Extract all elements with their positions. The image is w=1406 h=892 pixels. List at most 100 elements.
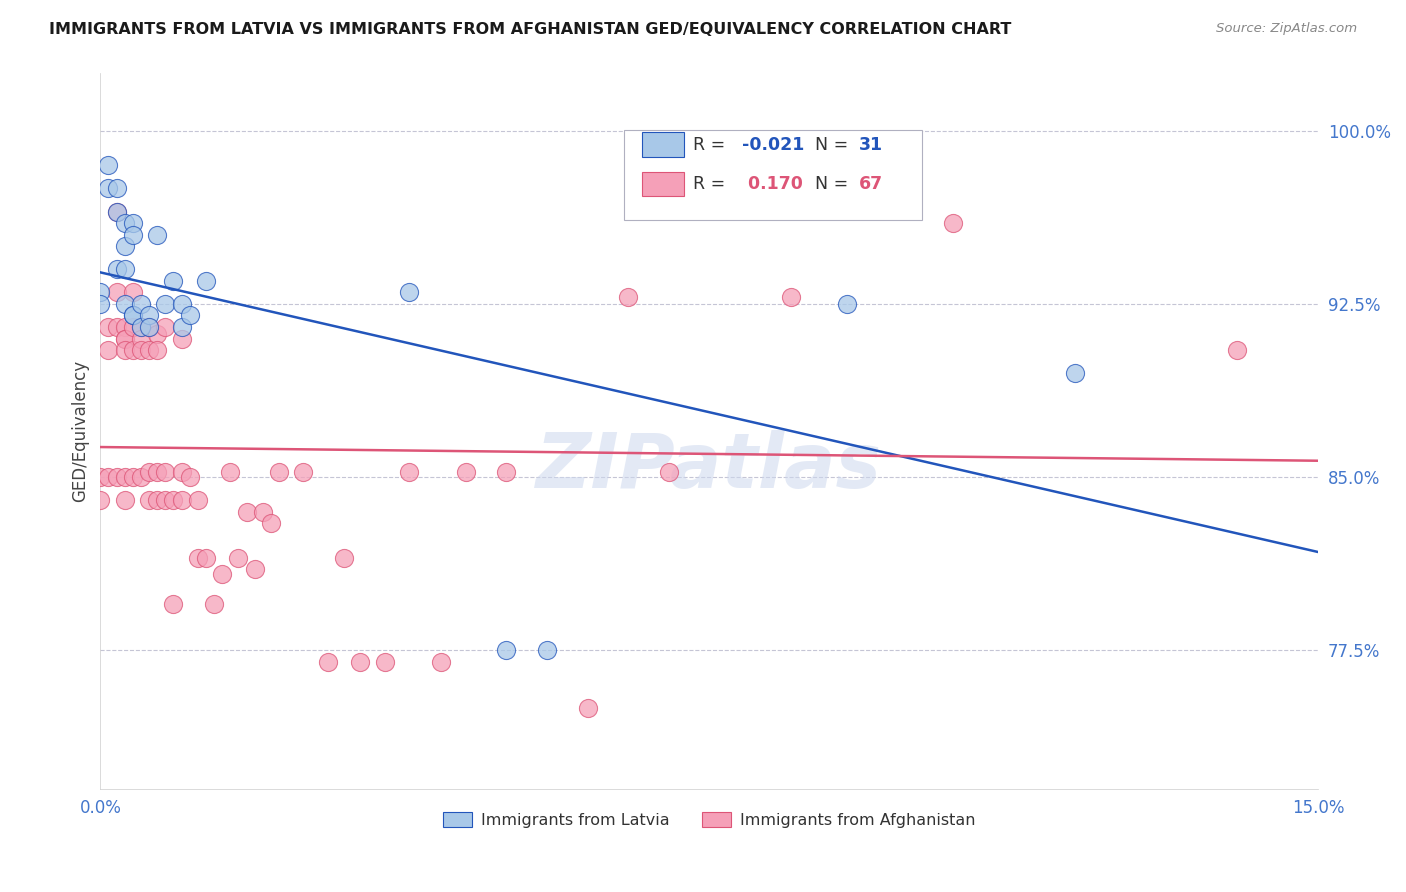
Point <box>349 655 371 669</box>
Point <box>121 320 143 334</box>
Point <box>155 493 177 508</box>
Point <box>162 274 184 288</box>
Point <box>146 493 169 508</box>
Point <box>219 466 242 480</box>
Point <box>495 643 517 657</box>
Point <box>316 655 339 669</box>
Point <box>155 466 177 480</box>
Point <box>97 320 120 334</box>
Point <box>211 567 233 582</box>
Point <box>837 297 859 311</box>
Point <box>97 343 120 357</box>
Point <box>129 470 152 484</box>
Point <box>146 326 169 341</box>
Point <box>202 597 225 611</box>
Point <box>121 309 143 323</box>
Point <box>114 262 136 277</box>
Point <box>170 466 193 480</box>
FancyBboxPatch shape <box>643 132 683 157</box>
Point <box>105 285 128 300</box>
Point <box>114 470 136 484</box>
Point <box>155 297 177 311</box>
Point <box>170 332 193 346</box>
Point <box>454 466 477 480</box>
Point <box>187 550 209 565</box>
Text: N =: N = <box>815 136 853 153</box>
Point <box>129 332 152 346</box>
Point <box>146 466 169 480</box>
Point <box>114 297 136 311</box>
Point <box>228 550 250 565</box>
Point <box>373 655 395 669</box>
Point <box>121 470 143 484</box>
Text: ZIPatlas: ZIPatlas <box>536 430 883 504</box>
Point <box>536 643 558 657</box>
Point <box>138 493 160 508</box>
Point <box>89 470 111 484</box>
Point <box>194 274 217 288</box>
Point <box>260 516 283 531</box>
FancyBboxPatch shape <box>624 130 922 219</box>
Point <box>105 470 128 484</box>
Point <box>235 505 257 519</box>
Point <box>398 466 420 480</box>
Point <box>1226 343 1249 357</box>
Point <box>97 158 120 172</box>
Point <box>162 597 184 611</box>
Point <box>138 309 160 323</box>
Point <box>292 466 315 480</box>
Point <box>121 343 143 357</box>
Point <box>114 216 136 230</box>
Point <box>121 285 143 300</box>
Point <box>89 493 111 508</box>
Point <box>89 297 111 311</box>
Point <box>252 505 274 519</box>
Point <box>138 466 160 480</box>
Point <box>105 204 128 219</box>
Point <box>194 550 217 565</box>
Point <box>105 204 128 219</box>
Point <box>114 320 136 334</box>
Point <box>179 309 201 323</box>
Point <box>617 290 640 304</box>
Legend: Immigrants from Latvia, Immigrants from Afghanistan: Immigrants from Latvia, Immigrants from … <box>436 805 981 835</box>
Point <box>333 550 356 565</box>
Point <box>138 320 160 334</box>
Point <box>430 655 453 669</box>
Point <box>170 320 193 334</box>
Point <box>155 320 177 334</box>
Point <box>187 493 209 508</box>
Point <box>179 470 201 484</box>
Text: R =: R = <box>693 136 731 153</box>
Text: IMMIGRANTS FROM LATVIA VS IMMIGRANTS FROM AFGHANISTAN GED/EQUIVALENCY CORRELATIO: IMMIGRANTS FROM LATVIA VS IMMIGRANTS FRO… <box>49 22 1011 37</box>
FancyBboxPatch shape <box>643 172 683 196</box>
Point <box>779 290 801 304</box>
Point <box>121 216 143 230</box>
Point <box>121 227 143 242</box>
Text: N =: N = <box>815 175 853 193</box>
Point <box>97 470 120 484</box>
Point <box>398 285 420 300</box>
Point <box>267 466 290 480</box>
Point <box>658 466 681 480</box>
Point <box>105 262 128 277</box>
Point <box>495 466 517 480</box>
Point <box>1063 366 1085 380</box>
Point <box>114 493 136 508</box>
Text: R =: R = <box>693 175 731 193</box>
Point <box>97 181 120 195</box>
Point <box>129 297 152 311</box>
Point <box>243 562 266 576</box>
Text: -0.021: -0.021 <box>742 136 804 153</box>
Text: 67: 67 <box>859 175 883 193</box>
Point <box>170 297 193 311</box>
Text: 31: 31 <box>859 136 883 153</box>
Point <box>170 493 193 508</box>
Point <box>146 227 169 242</box>
Point <box>89 285 111 300</box>
Point <box>114 343 136 357</box>
Point <box>105 181 128 195</box>
Point <box>576 701 599 715</box>
Point <box>138 320 160 334</box>
Y-axis label: GED/Equivalency: GED/Equivalency <box>72 359 89 502</box>
